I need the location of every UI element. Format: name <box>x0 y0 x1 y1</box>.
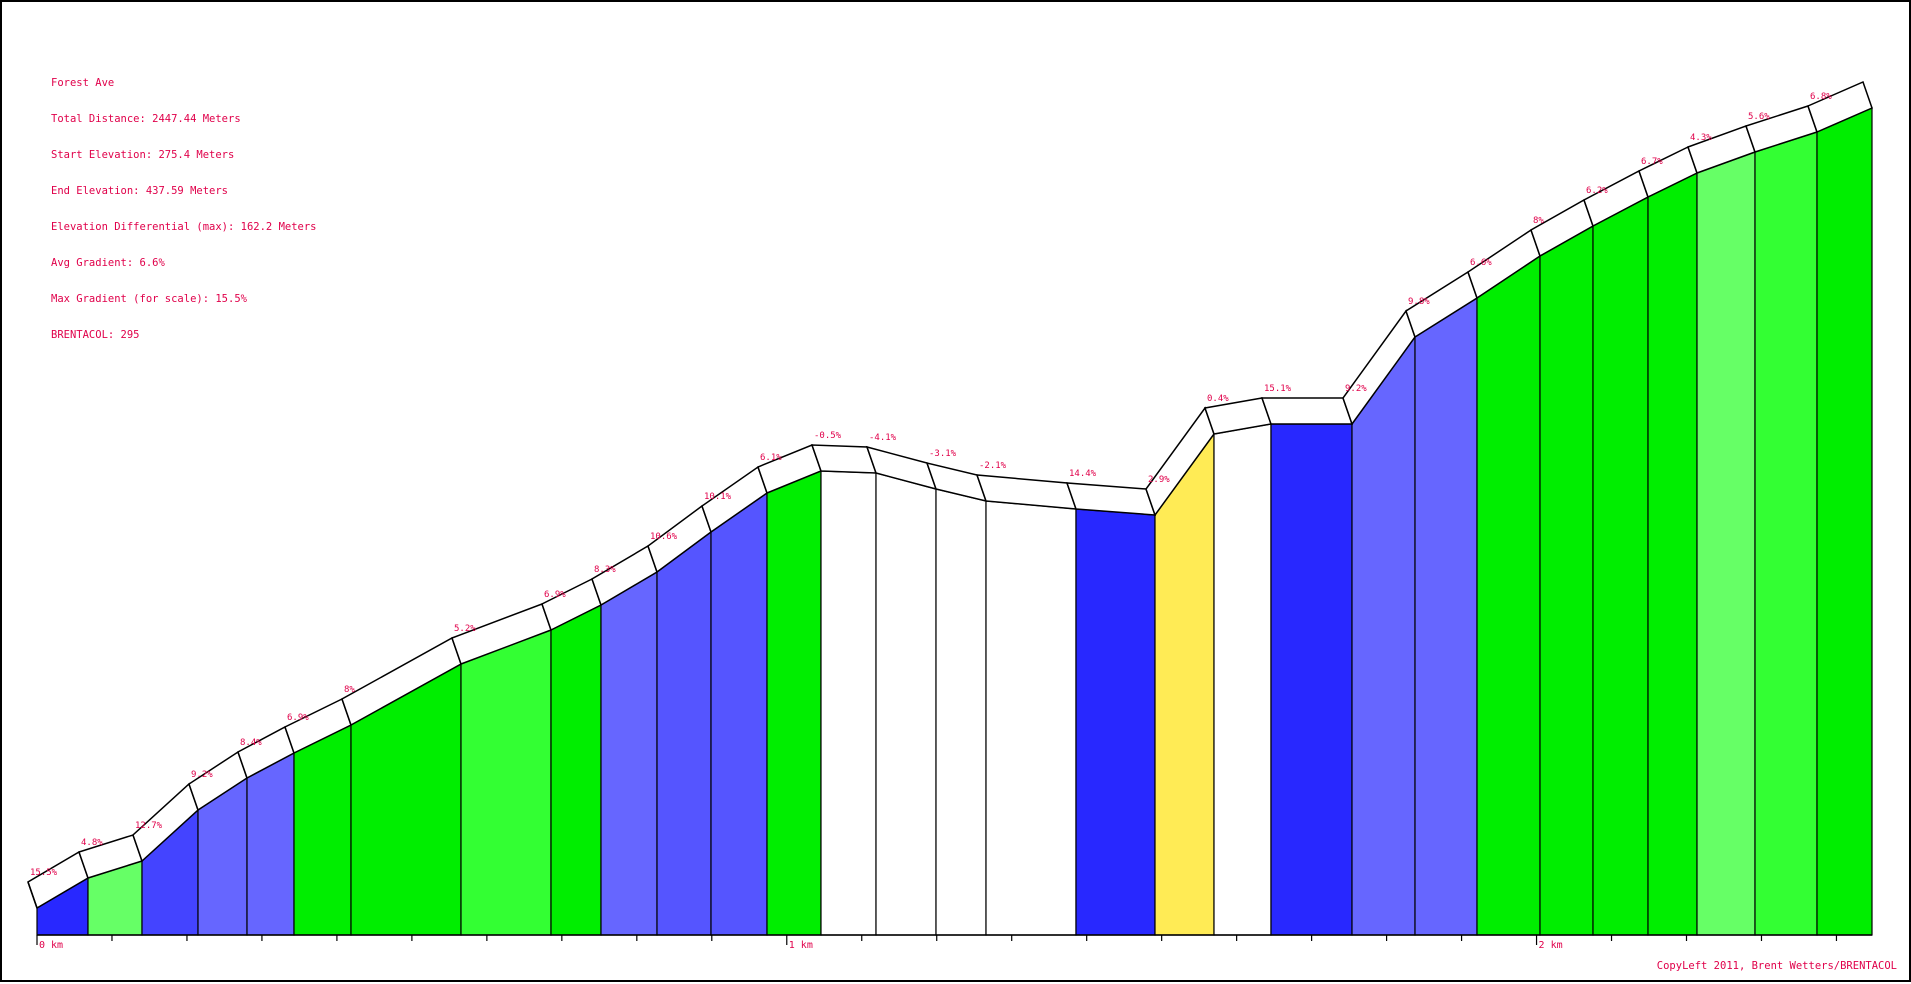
segment-bar <box>710 491 768 936</box>
gradient-label: 6.9% <box>544 590 566 600</box>
segment-bar <box>1754 131 1818 936</box>
x-tick-label: 2 km <box>1539 940 1563 951</box>
gradient-label: 2.9% <box>1148 475 1170 485</box>
elevation-differential: Elevation Differential (max): 162.2 Mete… <box>51 221 317 233</box>
segment-bar <box>820 470 877 936</box>
gradient-label: -4.1% <box>869 433 897 443</box>
gradient-label: -3.1% <box>929 449 957 459</box>
start-elevation: Start Elevation: 275.4 Meters <box>51 149 235 161</box>
avg-gradient: Avg Gradient: 6.6% <box>51 257 165 269</box>
segment-band <box>1260 397 1354 425</box>
gradient-label: 6.1% <box>760 453 782 463</box>
gradient-label: 8% <box>1533 216 1544 226</box>
segment-bar <box>1154 432 1215 936</box>
segment-bar <box>1476 254 1541 936</box>
segment-bar <box>1075 508 1156 936</box>
gradient-label: 15.5% <box>30 868 58 878</box>
gradient-label: 8% <box>344 685 355 695</box>
segments-layer <box>36 107 1873 936</box>
end-elevation: End Elevation: 437.59 Meters <box>51 185 229 197</box>
route-info: Forest Ave Total Distance: 2447.44 Meter… <box>51 53 317 365</box>
segment-bar <box>1270 423 1353 936</box>
segment-bar <box>1592 196 1649 936</box>
gradient-label: 9.2% <box>191 770 213 780</box>
band-end-cap <box>27 881 38 909</box>
segment-bar <box>656 530 712 936</box>
segment-bar <box>1816 107 1873 936</box>
gradient-label: 9.8% <box>1408 297 1430 307</box>
gradient-label: 5.6% <box>1748 112 1770 122</box>
gradient-label: 10.1% <box>704 492 732 502</box>
segment-bar <box>1351 335 1416 936</box>
gradient-label: 4.3% <box>1690 133 1712 143</box>
gradient-label: -2.1% <box>979 461 1007 471</box>
gradient-label: -0.5% <box>814 431 842 441</box>
segment-band <box>810 444 878 474</box>
gradient-label: 0.4% <box>1207 394 1229 404</box>
segment-bar <box>766 470 822 936</box>
route-name: Forest Ave <box>51 77 115 89</box>
segment-bar <box>293 724 352 936</box>
x-axis: 0 km 1 km 2 km <box>36 934 1872 951</box>
max-gradient: Max Gradient (for scale): 15.5% <box>51 293 247 305</box>
brentacol-score: BRENTACOL: 295 <box>51 329 140 341</box>
band-layer <box>27 80 1873 910</box>
gradient-label: 8.3% <box>594 565 616 575</box>
gradient-label: 6.6% <box>1470 258 1492 268</box>
segment-bar <box>1414 296 1478 936</box>
segment-bar <box>460 629 552 936</box>
gradient-label: 4.8% <box>81 838 103 848</box>
segment-bar <box>550 604 602 936</box>
segment-bar <box>246 752 295 936</box>
gradient-label: 10.6% <box>650 532 678 542</box>
gradient-label: 14.4% <box>1069 469 1097 479</box>
gradient-label: 5.2% <box>454 624 476 634</box>
segment-band <box>1807 80 1873 134</box>
segment-bar <box>1696 151 1756 936</box>
x-tick-label: 0 km <box>39 940 63 951</box>
total-distance: Total Distance: 2447.44 Meters <box>51 113 241 125</box>
gradient-labels: 15.5% 4.8% 12.7% 9.2% 8.4% 6.9% 8% 5.2% 6.9% 8.3%… <box>30 92 1832 878</box>
segment-bar <box>1213 423 1272 936</box>
gradient-label: 6.9% <box>287 713 309 723</box>
gradient-label: 8.4% <box>240 738 262 748</box>
gradient-label: 6.2% <box>1586 186 1608 196</box>
gradient-label: 9.2% <box>1345 384 1367 394</box>
gradient-label: 6.8% <box>1810 92 1832 102</box>
segment-bar <box>935 488 987 936</box>
x-tick-label: 1 km <box>789 940 813 951</box>
segment-bar <box>985 500 1077 936</box>
gradient-label: 6.7% <box>1641 157 1663 167</box>
gradient-label: 12.7% <box>135 821 163 831</box>
segment-bar <box>1647 172 1698 936</box>
copyright-text: CopyLeft 2011, Brent Wetters/BRENTACOL <box>1656 960 1897 972</box>
segment-bar <box>600 570 658 936</box>
segment-bar <box>875 472 937 936</box>
segment-bar <box>1539 224 1594 936</box>
gradient-label: 15.1% <box>1264 384 1292 394</box>
